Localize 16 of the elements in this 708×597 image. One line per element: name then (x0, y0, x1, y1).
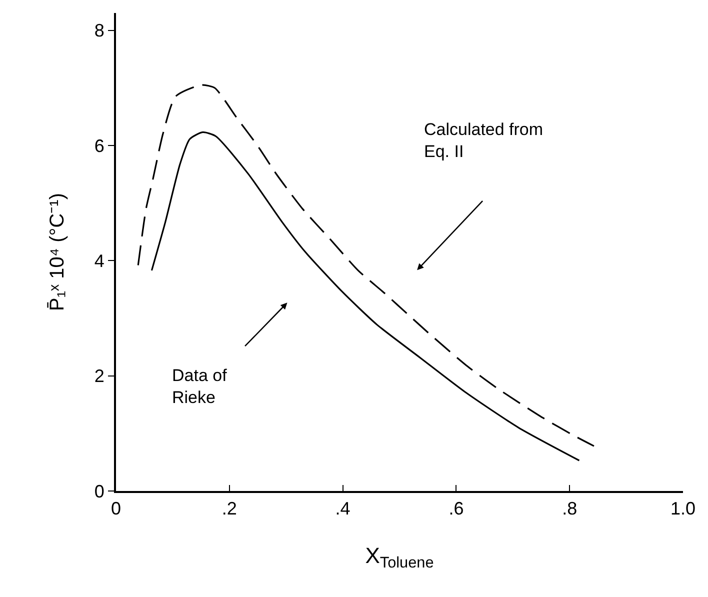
x-tick-label: .4 (335, 498, 350, 519)
y-tick-label: 4 (94, 250, 104, 271)
y-tick-label: 0 (94, 481, 104, 502)
y-tick-label: 8 (94, 20, 104, 41)
x-tick-label: .8 (562, 498, 578, 519)
annotation: Data of Rieke (172, 366, 228, 408)
y-tick-label: 6 (94, 136, 104, 156)
x-tick-label: .2 (222, 498, 237, 519)
x-tick-label: .6 (448, 498, 464, 519)
x-tick-label: 1.0 (670, 498, 696, 519)
annotation: Calculated from Eq. II (424, 120, 544, 162)
x-tick-label: 0 (110, 498, 122, 519)
y-axis-title: P̄₁ˣ 10⁴ (°C⁻¹) (46, 192, 68, 312)
line-series (137, 84, 595, 447)
y-tick-label: 2 (94, 366, 104, 386)
x-axis-title: X$_{Toluene}$ (365, 543, 434, 572)
